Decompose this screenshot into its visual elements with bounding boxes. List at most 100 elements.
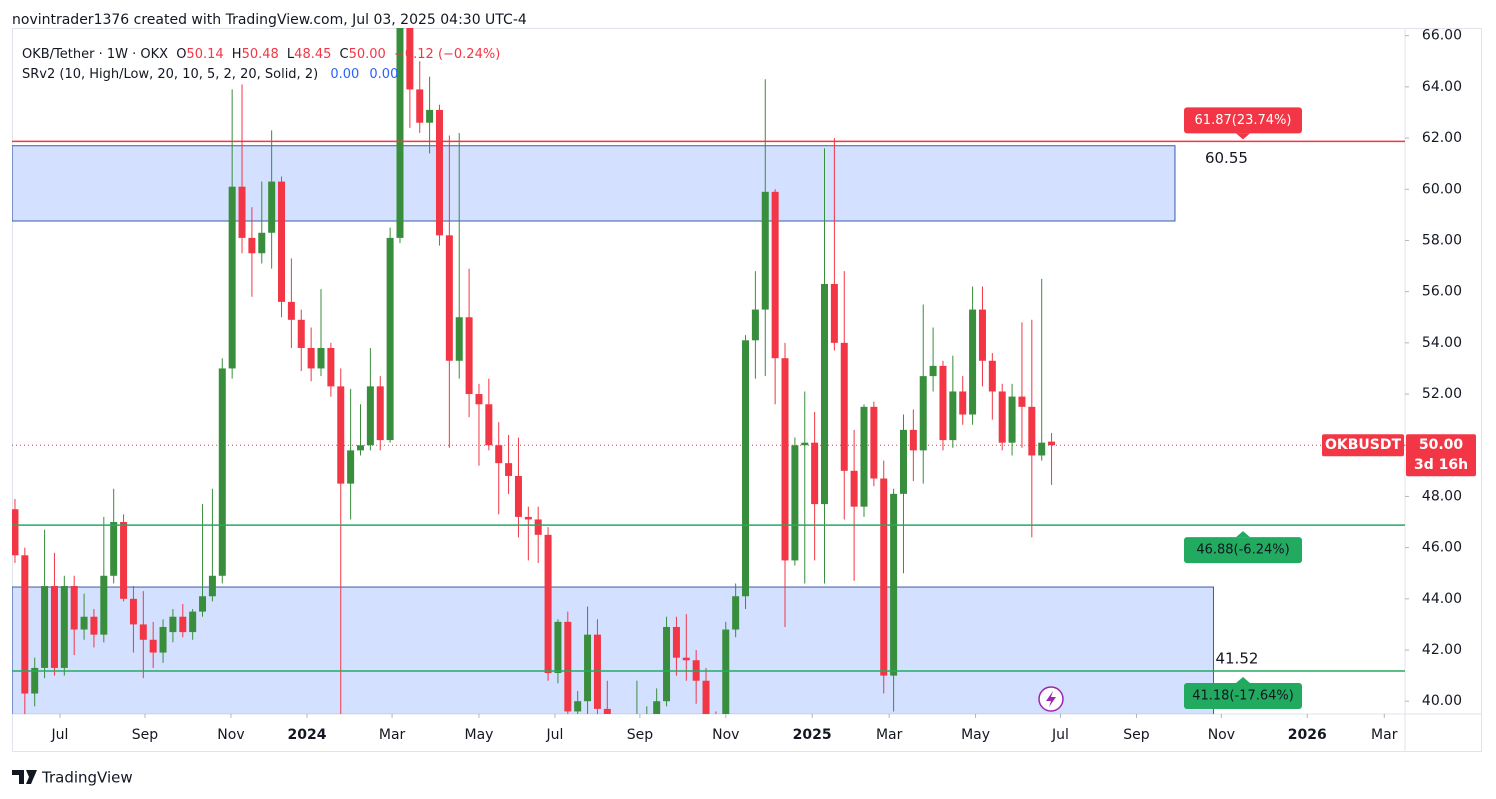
candle-body [751,309,759,341]
candle-body [485,404,493,446]
candle-body [584,634,592,702]
candle-body [337,386,345,484]
brand-text: TradingView [41,769,133,787]
x-tick-label: Mar [1371,727,1398,743]
candle-body [70,586,78,630]
ohlc-key: H [232,47,242,62]
plot [12,28,1405,714]
candle-body [732,596,740,630]
candle-body [258,232,266,254]
candle-body [870,406,878,479]
candle-body [31,667,39,694]
candle-body [435,109,443,236]
candle-body [1018,396,1026,407]
candle-body [90,616,98,635]
candle-body [416,89,424,123]
candle-body [41,586,49,668]
candle-body [593,634,601,709]
candle-body [248,237,256,254]
candle-body [307,347,315,369]
ohlc-key: C [340,47,349,62]
candle-body [722,629,730,714]
candle-body [574,701,582,712]
candle-body [919,376,927,451]
candle-body [366,386,374,446]
x-tick-label: Sep [1123,727,1150,743]
level-label-box [1184,682,1302,709]
y-tick-label: 64.00 [1422,79,1462,95]
candle-body [297,319,305,348]
candle-body [80,616,88,630]
candle-body [317,347,325,369]
candle-body [929,365,937,377]
candle-body [406,28,414,90]
candle-body [495,445,503,464]
candle-body [791,445,799,561]
price-tag [1406,434,1476,477]
symbol-tag [1322,434,1404,457]
candle-body [514,475,522,517]
y-tick-label: 66.00 [1422,28,1462,44]
candle-body [988,360,996,392]
y-tick-label: 42.00 [1422,642,1462,658]
candle-body [396,28,404,238]
x-tick-label: May [464,727,493,743]
zone-label: 41.52 [1215,649,1258,667]
candle-body [21,555,29,694]
x-tick-label: Mar [379,727,406,743]
author-line: novintrader1376 created with TradingView… [12,12,527,28]
candle-body [505,463,513,476]
candle-body [218,368,226,576]
legend-symbol: OKB/Tether · 1W · OKX O50.14 H50.48 L48.… [22,47,500,62]
x-tick-label: Nov [217,727,244,743]
frame [12,28,1482,752]
candle-body [327,347,335,387]
candle-body [830,283,838,343]
candle-body [199,596,207,612]
x-tick-label: Jul [51,727,69,743]
candle-body [771,191,779,359]
candle-body [208,575,216,597]
candle-body [761,191,769,310]
indicator-value: 0.00 [330,67,359,82]
candle-body [702,680,710,714]
candle-body [959,391,967,415]
x-tick-label: Nov [1208,727,1235,743]
candle-body [1028,406,1036,456]
y-tick-label: 62.00 [1422,130,1462,146]
candle-body [189,611,197,633]
candle-body [850,470,858,507]
level-label-box [1184,537,1302,564]
y-tick-label: 60.00 [1422,181,1462,197]
symbol: OKB/Tether · 1W · OKX [22,47,168,62]
countdown-text: 3d 16h [1414,457,1468,473]
axes: 40.00 42.00 44.00 46.00 48.00 50.00 52.00 54.00… [51,28,1462,743]
candle-body [564,621,572,712]
y-tick-label: 54.00 [1422,335,1462,351]
candle-body [100,575,108,635]
indicator-value: 0.00 [369,67,398,82]
candle-body [603,708,611,714]
candle-body [120,522,128,599]
x-tick-label: Jul [1051,727,1069,743]
candle-body [1038,442,1046,456]
level-label: 61.87(23.74%) [1195,113,1292,128]
alert-bolt[interactable] [1046,691,1056,707]
candle-body [544,534,552,674]
candle-body [939,365,947,441]
candle-body [821,283,829,505]
candle-body [278,181,286,302]
candle-body [455,317,463,361]
ohlc-value: 50.00 [349,47,386,62]
level-label: 46.88(-6.24%) [1196,543,1289,558]
alert-icon[interactable] [1038,686,1064,712]
candle-body [682,657,690,661]
candle-body [860,406,868,507]
candle-body [742,340,750,597]
candle-body [228,186,236,369]
candle-body [801,442,809,446]
candle-body [129,598,137,625]
candle-body [949,391,957,441]
candle-body [12,509,19,556]
